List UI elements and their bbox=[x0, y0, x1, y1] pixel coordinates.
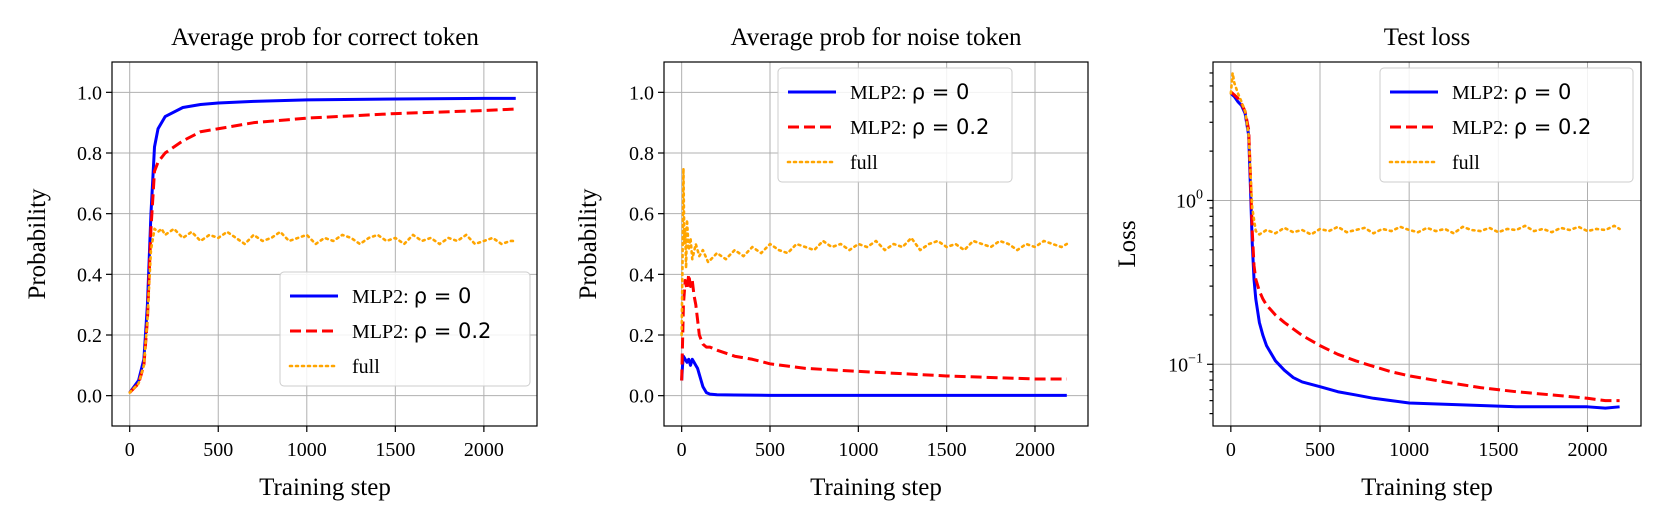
x-tick-label: 500 bbox=[755, 439, 785, 461]
chart-title: Average prob for noise token bbox=[730, 24, 1022, 51]
x-tick-label: 0 bbox=[125, 439, 135, 461]
plot-lines bbox=[128, 96, 518, 394]
y-tick-label: 0.0 bbox=[77, 386, 102, 408]
series-line-mlp2-rho-0-2 bbox=[680, 272, 1067, 381]
legend-box bbox=[1379, 67, 1634, 183]
axis-ticks: 0 500 1000 1500 2000 0.0 0.2 0.4 0.6 0.8 1.0 bbox=[77, 82, 504, 461]
axis-ticks: 0 500 1000 1500 2000 100 10−1 bbox=[1168, 72, 1608, 461]
y-tick-label: 1.0 bbox=[629, 82, 654, 104]
x-tick-label: 1000 bbox=[287, 439, 327, 461]
legend-label: MLP2: ρ = 0.2 bbox=[1452, 115, 1591, 139]
legend-label: MLP2: ρ = 0 bbox=[1452, 80, 1571, 104]
y-tick-label: 100 bbox=[1176, 187, 1203, 212]
y-tick-label: 0.8 bbox=[629, 143, 654, 165]
plot-frame bbox=[111, 61, 538, 427]
y-tick-label: 0.6 bbox=[77, 204, 102, 226]
x-tick-label: 2000 bbox=[464, 439, 504, 461]
y-tick-label: 0.2 bbox=[77, 325, 102, 347]
y-tick-label: 0.6 bbox=[629, 204, 654, 226]
series-line-mlp2-rho-0 bbox=[680, 354, 1067, 397]
x-axis-label: Training step bbox=[259, 474, 391, 501]
x-axis-label: Training step bbox=[1361, 474, 1493, 501]
grid-lines bbox=[112, 62, 537, 426]
legend-label: full bbox=[352, 356, 380, 378]
chart-noise-token: Average prob for noise token Training st… bbox=[575, 24, 1089, 501]
y-tick-label: 0.0 bbox=[629, 386, 654, 408]
y-tick-label: 10−1 bbox=[1168, 351, 1203, 376]
y-tick-label: 0.4 bbox=[77, 264, 102, 286]
series-line-full bbox=[680, 166, 1069, 337]
legend-box bbox=[777, 67, 1013, 183]
legend: MLP2: ρ = 0 MLP2: ρ = 0.2 full bbox=[279, 271, 531, 387]
x-tick-label: 2000 bbox=[1568, 439, 1608, 461]
x-tick-label: 500 bbox=[203, 439, 233, 461]
y-tick-label: 1.0 bbox=[77, 82, 102, 104]
legend-label: MLP2: ρ = 0 bbox=[850, 80, 969, 104]
plot-lines bbox=[680, 166, 1069, 397]
y-axis-label: Loss bbox=[1114, 220, 1141, 267]
series-line-full bbox=[1229, 71, 1621, 236]
chart-title: Test loss bbox=[1384, 24, 1470, 51]
chart-test-loss: Test loss Training step Loss 0 500 1000 150… bbox=[1114, 24, 1642, 501]
x-tick-label: 0 bbox=[677, 439, 687, 461]
legend: MLP2: ρ = 0 MLP2: ρ = 0.2 full bbox=[1379, 67, 1634, 183]
y-tick-label: 0.2 bbox=[629, 325, 654, 347]
x-tick-label: 500 bbox=[1305, 439, 1335, 461]
plot-frame bbox=[663, 61, 1089, 427]
x-tick-label: 1500 bbox=[375, 439, 415, 461]
x-tick-label: 1500 bbox=[927, 439, 967, 461]
x-tick-label: 1000 bbox=[1389, 439, 1429, 461]
legend-label: MLP2: ρ = 0.2 bbox=[352, 319, 491, 343]
legend: MLP2: ρ = 0 MLP2: ρ = 0.2 full bbox=[777, 67, 1013, 183]
x-tick-label: 1500 bbox=[1478, 439, 1518, 461]
y-tick-label: 0.4 bbox=[629, 264, 654, 286]
y-axis-label: Probability bbox=[575, 188, 602, 300]
chart-correct-token: Average prob for correct token Training … bbox=[24, 24, 538, 501]
plot-frame bbox=[1212, 61, 1642, 427]
legend-label: MLP2: ρ = 0 bbox=[352, 284, 471, 308]
legend-label: MLP2: ρ = 0.2 bbox=[850, 115, 989, 139]
series-line-full bbox=[128, 227, 518, 394]
x-tick-label: 2000 bbox=[1015, 439, 1055, 461]
x-tick-label: 0 bbox=[1226, 439, 1236, 461]
axis-ticks: 0 500 1000 1500 2000 0.0 0.2 0.4 0.6 0.8 1.0 bbox=[629, 82, 1055, 461]
legend-label: full bbox=[850, 152, 878, 174]
legend-box bbox=[279, 271, 531, 387]
x-tick-label: 1000 bbox=[838, 439, 878, 461]
chart-title: Average prob for correct token bbox=[171, 24, 479, 51]
series-line-mlp2-rho-0 bbox=[1229, 92, 1620, 410]
legend-label: full bbox=[1452, 152, 1480, 174]
y-axis-label: Probability bbox=[24, 188, 51, 300]
y-tick-label: 0.8 bbox=[77, 143, 102, 165]
x-axis-label: Training step bbox=[810, 474, 942, 501]
plot-lines bbox=[1229, 71, 1621, 410]
